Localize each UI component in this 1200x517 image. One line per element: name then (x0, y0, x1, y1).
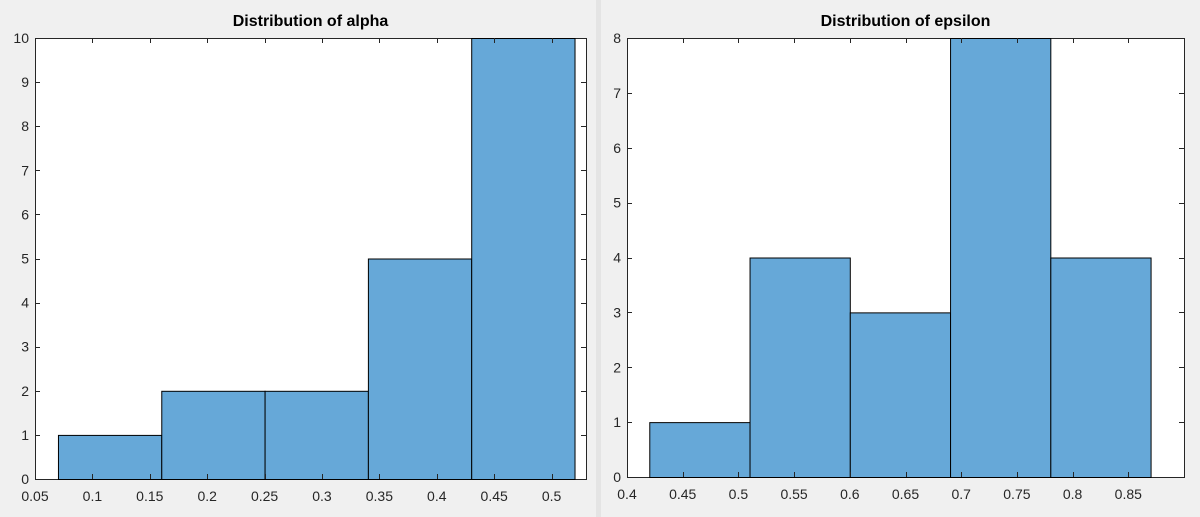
chart-title: Distribution of alpha (233, 13, 389, 30)
x-tick-label: 0.1 (83, 488, 103, 504)
histogram-panel-alpha: Distribution of alpha 0.05 0.1 0.15 0.2 0.25… (0, 0, 596, 517)
y-tick-label: 7 (21, 162, 29, 178)
x-tick-label: 0.55 (780, 486, 807, 502)
x-tick-label: 0.85 (1115, 486, 1142, 502)
y-tick-label: 9 (21, 74, 29, 90)
y-tick-label: 1 (613, 414, 621, 430)
x-tick-label: 0.25 (251, 488, 278, 504)
ticks-group: 0.4 0.45 0.5 0.55 0.6 0.65 0.7 0.75 0.8 0.85 0 1 2 3 4… (613, 30, 1184, 502)
x-tick-label: 0.5 (729, 486, 749, 502)
histogram-bar (367, 258, 473, 480)
x-tick-label: 0.45 (669, 486, 696, 502)
y-tick-label: 1 (21, 427, 29, 443)
y-tick-label: 10 (13, 30, 29, 46)
histogram-alpha: Distribution of alpha 0.05 0.1 0.15 0.2 0.25… (13, 13, 587, 504)
bars-group (649, 38, 1152, 478)
x-tick-label: 0.3 (312, 488, 332, 504)
y-tick-label: 2 (21, 383, 29, 399)
x-tick-label: 0.2 (197, 488, 217, 504)
y-tick-label: 8 (21, 118, 29, 134)
y-tick-label: 2 (613, 359, 621, 375)
y-tick-label: 4 (21, 295, 29, 311)
y-tick-label: 5 (21, 251, 29, 267)
y-tick-label: 8 (613, 30, 621, 46)
x-tick-label: 0.65 (892, 486, 919, 502)
x-tick-label: 0.6 (840, 486, 860, 502)
histogram-bar (161, 390, 266, 480)
histogram-bar (649, 422, 751, 478)
panel-divider (596, 0, 601, 517)
x-tick-label: 0.35 (366, 488, 393, 504)
x-tick-label: 0.4 (427, 488, 447, 504)
y-tick-label: 4 (613, 250, 621, 266)
histogram-bar (1050, 257, 1152, 478)
histogram-bar (950, 38, 1052, 478)
x-tick-label: 0.75 (1003, 486, 1030, 502)
y-tick-label: 6 (21, 206, 29, 222)
x-tick-label: 0.15 (136, 488, 163, 504)
x-tick-label: 0.7 (951, 486, 971, 502)
y-tick-label: 0 (613, 469, 621, 485)
x-tick-label: 0.45 (481, 488, 508, 504)
y-tick-label: 3 (21, 339, 29, 355)
y-tick-label: 5 (613, 195, 621, 211)
histogram-epsilon: Distribution of epsilon 0.4 0.45 0.5 0.55 0.… (613, 13, 1185, 502)
y-tick-label: 3 (613, 304, 621, 320)
x-tick-label: 0.8 (1063, 486, 1083, 502)
histogram-bar (264, 390, 369, 480)
histogram-bar (57, 434, 163, 480)
chart-title: Distribution of epsilon (821, 13, 991, 30)
y-tick-label: 0 (21, 471, 29, 487)
histogram-bar (849, 312, 952, 478)
x-tick-label: 0.05 (21, 488, 48, 504)
x-tick-label: 0.4 (617, 486, 637, 502)
y-tick-label: 6 (613, 140, 621, 156)
histogram-bar (749, 257, 851, 478)
ticks-group: 0.05 0.1 0.15 0.2 0.25 0.3 0.35 0.4 0.45 0.5 0 1 2 3 4… (13, 30, 586, 504)
y-tick-label: 7 (613, 85, 621, 101)
bars-group (57, 38, 576, 480)
histogram-bar (471, 38, 576, 480)
x-tick-label: 0.5 (542, 488, 562, 504)
histogram-panel-epsilon: Distribution of epsilon 0.4 0.45 0.5 0.55 0.… (601, 0, 1200, 517)
